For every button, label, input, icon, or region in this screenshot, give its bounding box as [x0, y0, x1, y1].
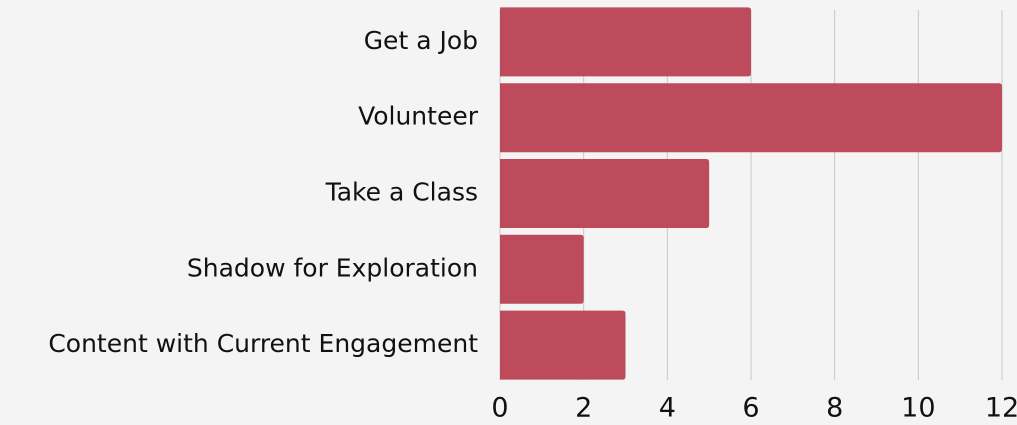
bar — [500, 234, 584, 304]
y-tick-label: Get a Job — [364, 26, 478, 55]
x-tick-label: 10 — [901, 393, 935, 424]
y-tick-label: Volunteer — [358, 102, 479, 131]
bar — [500, 159, 710, 228]
y-tick-label: Content with Current Engagement — [48, 329, 478, 358]
x-tick-label: 0 — [491, 393, 508, 424]
x-tick-label: 4 — [659, 393, 676, 424]
bar — [500, 310, 626, 380]
y-tick-label: Take a Class — [325, 178, 478, 207]
x-tick-label: 2 — [575, 393, 592, 424]
y-tick-label: Shadow for Exploration — [187, 253, 478, 282]
bar — [500, 7, 751, 77]
bar — [500, 83, 1002, 153]
x-tick-label: 8 — [826, 393, 843, 424]
x-tick-label: 6 — [742, 393, 759, 424]
x-tick-label: 12 — [985, 393, 1017, 424]
